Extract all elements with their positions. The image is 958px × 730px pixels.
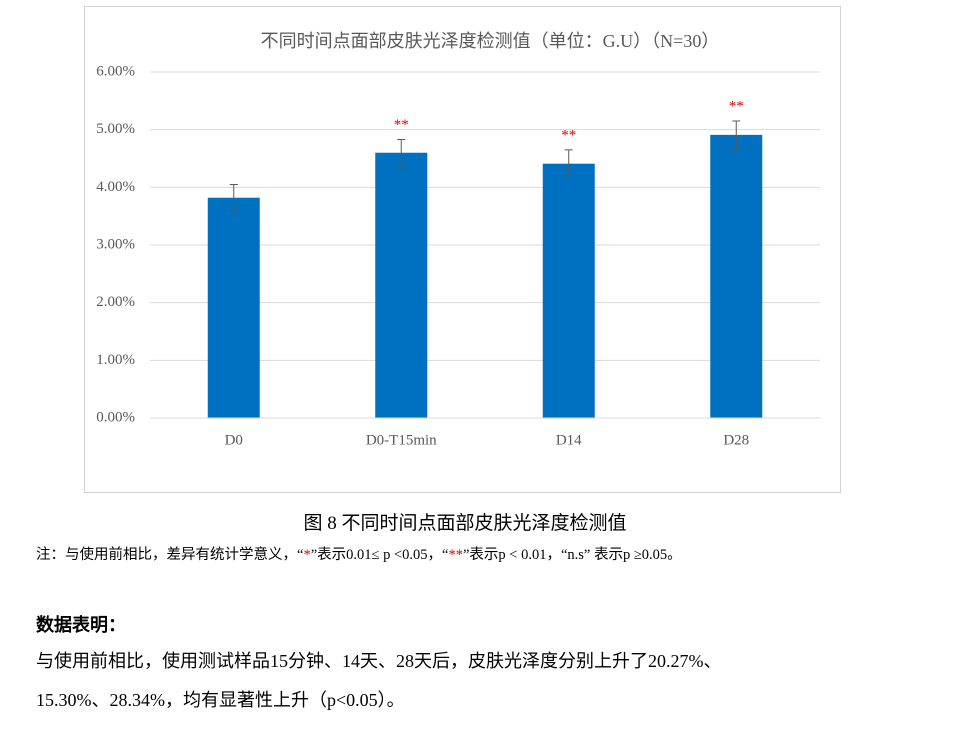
error-bar — [397, 138, 406, 167]
figure-caption: 图 8 不同时间点面部皮肤光泽度检测值 — [303, 513, 627, 534]
y-tick-label: 2.00% — [96, 294, 135, 310]
significance-label: ** — [561, 127, 576, 143]
significance-label: ** — [729, 98, 744, 114]
paragraph-line: 与使用前相比，使用测试样品15分钟、14天、28天后，皮肤光泽度分别上升了20.… — [36, 651, 722, 671]
x-tick-label: D28 — [723, 432, 749, 448]
note-star: * — [303, 547, 311, 563]
note-star: ** — [448, 547, 463, 563]
error-bar — [732, 120, 741, 150]
chart-title: 不同时间点面部皮肤光泽度检测值（单位：G.U）（N=30） — [261, 31, 720, 51]
y-tick-label: 5.00% — [96, 121, 135, 137]
y-tick-label: 4.00% — [96, 179, 135, 195]
y-tick-label: 3.00% — [96, 236, 135, 252]
error-bar — [229, 183, 238, 212]
bar — [375, 152, 428, 418]
section-heading: 数据表明： — [36, 615, 126, 635]
y-tick-label: 1.00% — [96, 352, 135, 368]
paragraph-line: 15.30%、28.34%，均有显著性上升（p<0.05）。 — [36, 690, 405, 710]
chart: 不同时间点面部皮肤光泽度检测值（单位：G.U）（N=30） 0.00% 1.00%… — [84, 6, 841, 493]
bar — [207, 197, 260, 418]
significance-label: ** — [394, 117, 409, 133]
error-bar — [564, 149, 573, 179]
note-text: ”表示0.01≤ p <0.05，“ — [310, 547, 449, 563]
y-tick-label: 6.00% — [96, 63, 135, 79]
x-tick-label: D0-T15min — [366, 432, 437, 448]
note-text: ”表示p < 0.01，“n.s” 表示p ≥0.05。 — [462, 547, 682, 563]
note: 注：与使用前相比，差异有统计学意义，“*”表示0.01≤ p <0.05，“**… — [36, 543, 682, 564]
x-tick-label: D0 — [225, 432, 243, 448]
bar — [542, 163, 595, 418]
y-tick-label: 0.00% — [96, 409, 135, 425]
bar — [710, 134, 763, 418]
x-tick-label: D14 — [556, 432, 582, 448]
note-text: 注：与使用前相比，差异有统计学意义，“ — [36, 547, 304, 563]
